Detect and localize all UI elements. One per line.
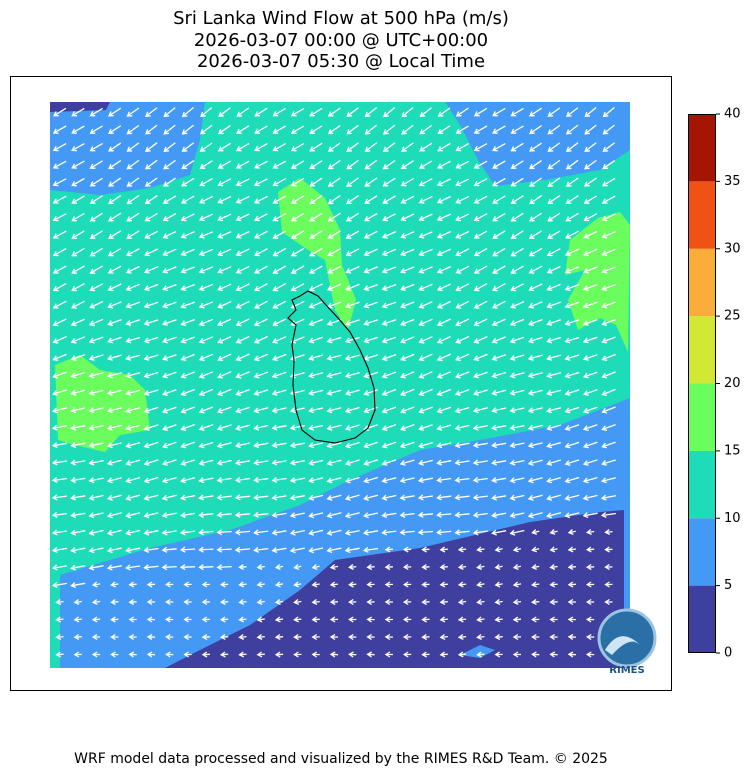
colorbar-segment: [688, 585, 716, 653]
colorbar-tick-label: 40: [724, 107, 741, 122]
colorbar-segment: [688, 181, 716, 249]
speed-region: [55, 355, 150, 452]
colorbar: 0 5 10 15 20 25 30 35 40: [688, 107, 741, 661]
colorbar-frame: [688, 114, 716, 653]
speed-region: [50, 102, 205, 195]
colorbar-tick-label: 0: [724, 646, 732, 661]
title-line: 2026-03-07 05:30 @ Local Time: [197, 51, 485, 72]
colorbar-segment: [688, 114, 716, 182]
wind-arrow-field: [51, 107, 617, 658]
speed-region: [278, 178, 356, 330]
speed-region: [565, 212, 630, 352]
logo-text: RIMES: [609, 665, 644, 676]
map: RIMES: [50, 102, 657, 676]
colorbar-segment: [688, 450, 716, 519]
colorbar-tick-label: 35: [724, 174, 741, 189]
title-line: Sri Lanka Wind Flow at 500 hPa (m/s): [173, 8, 509, 29]
footer: WRF model data processed and visualized …: [74, 751, 608, 767]
coastline: [287, 290, 376, 444]
speed-region: [445, 102, 630, 186]
title-line: 2026-03-07 00:00 @ UTC+00:00: [194, 30, 488, 51]
colorbar-segment: [688, 383, 716, 451]
colorbar-tick-label: 25: [724, 309, 741, 324]
colorbar-tick-label: 15: [724, 443, 741, 458]
colorbar-segment: [688, 316, 716, 384]
colorbar-tick-label: 30: [724, 241, 741, 256]
speed-region: [460, 645, 495, 658]
map-frame: [10, 76, 672, 691]
speed-region: [165, 510, 624, 668]
logo-wave: [605, 636, 640, 655]
colorbar-segment: [688, 518, 716, 586]
colorbar-tick-label: 5: [724, 578, 732, 593]
wind-arrows: [51, 107, 617, 658]
colorbar-tick-label: 20: [724, 376, 741, 391]
colorbar-segment: [688, 248, 716, 317]
colorbar-tick-label: 10: [724, 511, 741, 526]
